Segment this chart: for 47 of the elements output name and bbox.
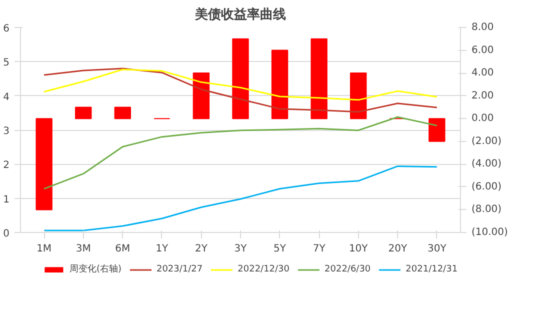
y-tick-label: 5: [3, 58, 10, 69]
line-series: [43, 116, 438, 190]
y2-tick-label: (4.00): [472, 158, 502, 170]
y-tick-label: 1: [3, 194, 10, 206]
y2-tick-label: 0.00: [472, 113, 494, 124]
y-tick-label: 0: [3, 228, 10, 240]
line-series: [43, 68, 438, 113]
y2-tick-label: 8.00: [472, 22, 494, 33]
x-tick-label: 1Y: [156, 244, 170, 254]
x-tick-label: 3Y: [234, 244, 248, 254]
line-series: [43, 68, 438, 101]
bar: [232, 38, 249, 120]
y2-tick-label: (2.00): [472, 136, 502, 147]
y2-tick-label: (6.00): [472, 181, 502, 192]
x-tick-label: 1M: [36, 244, 52, 254]
x-tick-label: 3M: [76, 244, 91, 254]
y-tick-label: 4: [3, 92, 10, 103]
y2-tick-label: (8.00): [472, 204, 502, 216]
y-tick-label: 2: [3, 160, 10, 172]
legend-label: 2022/12/30: [238, 264, 290, 274]
legend-label: 2021/12/31: [406, 264, 458, 274]
bar: [114, 106, 131, 120]
x-tick-label: 30Y: [428, 244, 448, 254]
bar: [310, 38, 328, 120]
y-tick-label: 6: [3, 24, 10, 34]
legend-label: 周变化(右轴): [69, 263, 122, 276]
y2-tick-label: 6.00: [472, 44, 494, 56]
y-tick-label: 3: [3, 126, 10, 137]
bar: [271, 50, 288, 120]
line-series: [43, 165, 438, 232]
legend-label: 2022/6/30: [324, 264, 371, 274]
x-tick-label: 20Y: [388, 244, 408, 254]
bar: [192, 72, 210, 120]
x-tick-label: 10Y: [348, 244, 369, 254]
bar: [36, 118, 52, 210]
x-tick-label: 5Y: [274, 244, 287, 254]
y2-tick-label: 2.00: [472, 90, 494, 102]
x-tick-label: 2Y: [194, 244, 208, 254]
x-tick-label: 6M: [115, 244, 130, 254]
bar: [428, 118, 446, 142]
chart-title: 美债收益率曲线: [194, 6, 286, 22]
legend-label: 2023/1/27: [156, 264, 203, 274]
y2-tick-label: 4.00: [472, 68, 494, 79]
bar: [350, 72, 367, 120]
x-tick-label: 7Y: [312, 244, 326, 254]
y2-tick-label: (10.00): [472, 227, 508, 238]
bar: [75, 106, 92, 120]
